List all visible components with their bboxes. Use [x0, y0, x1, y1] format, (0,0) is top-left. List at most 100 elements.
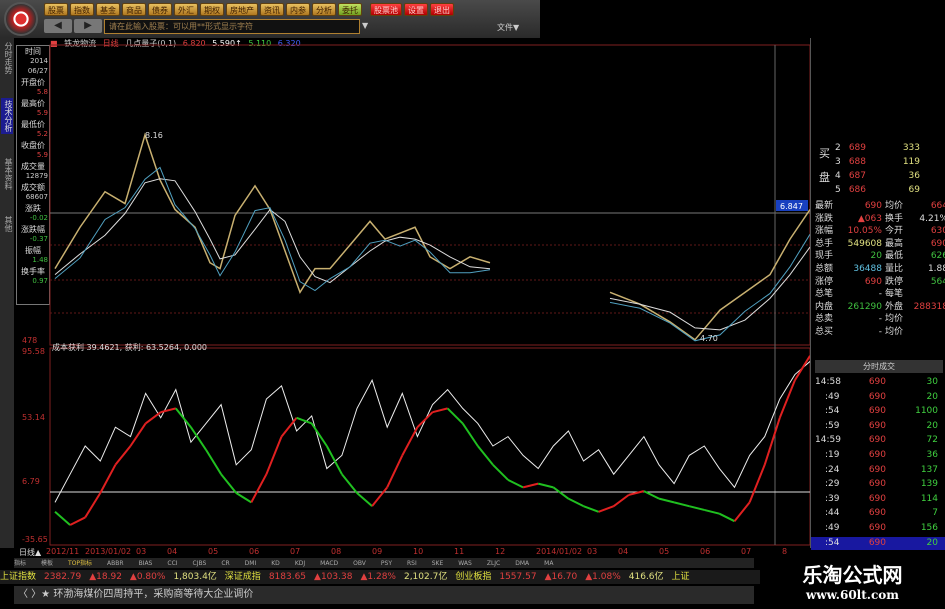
indicator-tab[interactable]: OBV [353, 560, 366, 567]
indicator-tab[interactable]: 模板 [41, 560, 54, 567]
indicator-tab[interactable]: CR [221, 560, 230, 567]
toolbar-button[interactable]: 设置 [404, 3, 428, 16]
indicator-smooth-segment [718, 512, 735, 523]
indicator-smooth-segment [613, 494, 630, 507]
tab-intraday[interactable]: 分时走势 [4, 42, 13, 74]
trade-volume: 7 [932, 508, 938, 519]
indicator-smooth-segment [704, 508, 720, 515]
quote-row: 总卖-均价- [811, 313, 945, 326]
toolbar-button[interactable]: 商品 [122, 3, 146, 16]
ticker-name[interactable]: 上证 [671, 572, 690, 582]
info-value: 0.97 [32, 277, 48, 285]
toolbar-button[interactable]: 委托 [338, 3, 362, 16]
news-ticker[interactable]: 〈 〉★ 环渤海煤价四周持平，采购商等待大企业调价 [14, 586, 754, 604]
toolbar-button[interactable]: 分析 [312, 3, 336, 16]
ticker-name[interactable]: 上证指数 [0, 572, 37, 582]
toolbar-button[interactable]: 债券 [148, 3, 172, 16]
back-button[interactable]: ◀ [44, 19, 72, 33]
trade-price: 690 [868, 537, 886, 548]
tab-technical[interactable]: 技术分析 [1, 98, 13, 134]
toolbar-button[interactable]: 房地产 [226, 3, 258, 16]
indicator-tab[interactable]: ZLJC [486, 560, 501, 567]
date-tick: 2013/01/02 [85, 547, 132, 556]
quote-value: 690 [930, 238, 945, 249]
indicator-tab[interactable]: WAS [458, 560, 472, 567]
toolbar-button[interactable]: 退出 [430, 3, 454, 16]
indicator-tab[interactable]: KD [271, 560, 280, 567]
info-label: 换手率 [21, 267, 45, 276]
trade-volume: 36 [926, 450, 938, 460]
indicator-tab[interactable]: MA [544, 560, 554, 567]
search-dropdown-icon[interactable]: ▼ [362, 21, 369, 30]
date-tick[interactable]: 日线▲ [19, 548, 42, 557]
indicator-smooth-segment [341, 473, 358, 494]
indicator-tab[interactable]: DMI [244, 560, 257, 567]
indicator-smooth-segment [99, 464, 117, 494]
trades-header[interactable]: 分时成交 [815, 360, 943, 373]
toolbar-button[interactable]: 指数 [70, 3, 94, 16]
file-menu[interactable]: 文件▼ [497, 23, 520, 32]
trade-price: 690 [868, 377, 886, 387]
indicator-tab[interactable]: MACD [320, 560, 339, 567]
orderbook-side-label: 买盘 [819, 147, 830, 184]
toolbar-button[interactable]: 股票 [44, 3, 68, 16]
indicator-tab[interactable]: SKE [431, 560, 444, 567]
ticker-pct: ▲0.80% [129, 572, 166, 582]
indicator-tab[interactable]: RSI [407, 560, 417, 567]
quote-label: 内盘 [815, 301, 834, 312]
tab-other[interactable]: 其他 [4, 216, 13, 232]
info-label: 成交量 [21, 162, 45, 171]
toolbar-button[interactable]: 资讯 [260, 3, 284, 16]
indicator-tab[interactable]: BIAS [138, 560, 153, 567]
info-label: 振幅 [25, 246, 41, 255]
trade-time: :29 [825, 479, 840, 490]
indicator-smooth-segment [84, 492, 102, 518]
stock-search-input[interactable]: 请在此输入股票：可以用**形式显示字符 [104, 19, 360, 34]
trade-price: 690 [868, 508, 886, 519]
cursor-price-label: 6.847 [780, 202, 803, 211]
indicator-tab[interactable]: ABBR [107, 560, 124, 567]
indicator-tab[interactable]: DMA [515, 560, 530, 567]
ticker-name[interactable]: 深证成指 [224, 572, 261, 582]
toolbar-button[interactable]: 股票池 [370, 3, 402, 16]
quote-row: 总买-均价- [811, 326, 945, 339]
quote-label: 总笔 [815, 289, 834, 300]
indicator-smooth-segment [507, 478, 524, 489]
indicator-tab[interactable]: 指标 [14, 560, 27, 567]
indicator-value-4: 6.320 [277, 39, 301, 48]
quote-label: 总额 [815, 264, 834, 274]
quote-label: 均价 [885, 314, 904, 325]
indicator-smooth-segment [280, 417, 298, 438]
toolbar-button[interactable]: 外汇 [174, 3, 198, 16]
toolbar-button[interactable]: 基金 [96, 3, 120, 16]
toolbar-button[interactable]: 期权 [200, 3, 224, 16]
trade-price: 690 [868, 391, 886, 402]
price-axis-label: 478 [22, 336, 37, 345]
toolbar-button[interactable]: 内参 [286, 3, 310, 16]
trade-volume: 20 [926, 537, 938, 548]
date-tick: 04 [167, 547, 178, 556]
trade-price: 690 [868, 435, 886, 446]
info-label: 开盘价 [21, 78, 45, 87]
level: 3 [835, 157, 841, 167]
indicator-smooth-segment [175, 407, 192, 428]
indicator-label: 成本获利 39.4621, 获利: 63.5264, 0.000 [52, 342, 207, 352]
indicator-tab[interactable]: PSY [380, 560, 392, 567]
date-tick: 08 [331, 547, 342, 556]
indicator-smooth-segment [461, 422, 479, 447]
date-tick: 03 [136, 547, 147, 556]
info-value: 5.9 [36, 151, 48, 159]
trade-time: :39 [825, 493, 840, 504]
indicator-smooth-segment [537, 482, 554, 489]
indicator-tab[interactable]: CCI [167, 560, 178, 567]
forward-button[interactable]: ▶ [74, 19, 102, 33]
trade-price: 690 [868, 464, 886, 475]
date-tick: 07 [290, 547, 301, 556]
ticker-name[interactable]: 创业板指 [455, 572, 492, 582]
indicator-tab[interactable]: CJBS [192, 560, 207, 567]
kline-chart[interactable]: 8.16 4.70 6.847 478 成本获利 39.4621, 获利: 63.526… [0, 38, 810, 548]
tab-fundamentals[interactable]: 基本资料 [4, 158, 13, 190]
indicator-smooth-segment [432, 407, 448, 414]
indicator-tab[interactable]: TOP指标 [68, 560, 93, 567]
indicator-tab[interactable]: KDJ [294, 560, 306, 567]
